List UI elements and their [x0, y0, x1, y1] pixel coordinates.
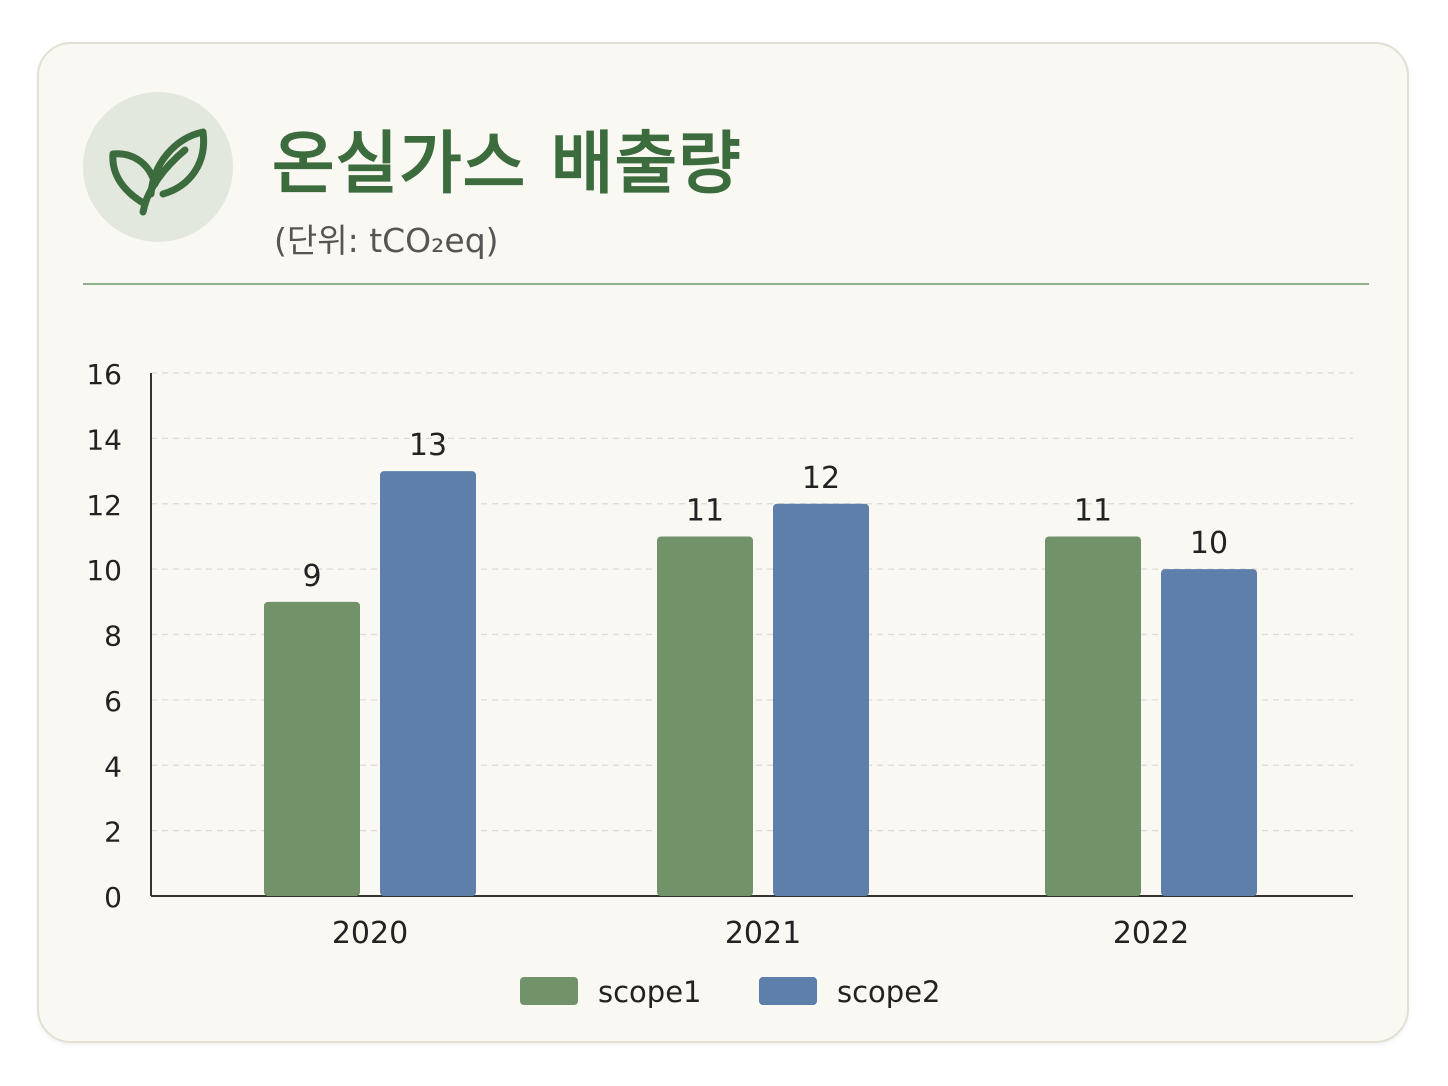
data-label: 12 — [802, 461, 840, 496]
y-tick-label: 14 — [86, 423, 122, 456]
leaf-icon-badge — [83, 92, 233, 242]
header-divider — [83, 283, 1369, 285]
page-title: 온실가스 배출량 — [272, 125, 742, 204]
y-tick-label: 10 — [86, 554, 122, 587]
bar-scope2-2021 — [773, 503, 869, 896]
y-tick-label: 12 — [86, 489, 122, 522]
bar-scope1-2020 — [264, 601, 360, 896]
data-label: 9 — [302, 559, 321, 594]
bar-scope1-2022 — [1045, 536, 1141, 896]
y-tick-label: 4 — [104, 750, 122, 783]
x-tick-label: 2020 — [332, 916, 408, 951]
data-label: 10 — [1190, 526, 1228, 561]
legend-label-scope1: scope1 — [598, 975, 702, 1009]
legend-swatch-scope1 — [520, 977, 578, 1005]
y-tick-label: 2 — [104, 816, 122, 849]
legend-label-scope2: scope2 — [837, 975, 941, 1009]
data-label: 13 — [409, 428, 447, 463]
bar-scope2-2020 — [380, 471, 476, 896]
y-tick-label: 8 — [104, 620, 122, 653]
x-tick-label: 2021 — [725, 916, 801, 951]
y-tick-label: 0 — [104, 881, 122, 914]
unit-subtitle: (단위: tCO₂eq) — [274, 221, 499, 260]
y-tick-label: 6 — [104, 685, 122, 718]
bar-scope1-2021 — [657, 536, 753, 896]
leaf-icon — [109, 128, 208, 216]
legend-swatch-scope2 — [759, 977, 817, 1005]
x-tick-label: 2022 — [1113, 916, 1189, 951]
bar-scope2-2022 — [1161, 569, 1257, 896]
y-tick-label: 16 — [86, 358, 122, 391]
data-label: 11 — [1074, 493, 1112, 528]
data-label: 11 — [686, 493, 724, 528]
